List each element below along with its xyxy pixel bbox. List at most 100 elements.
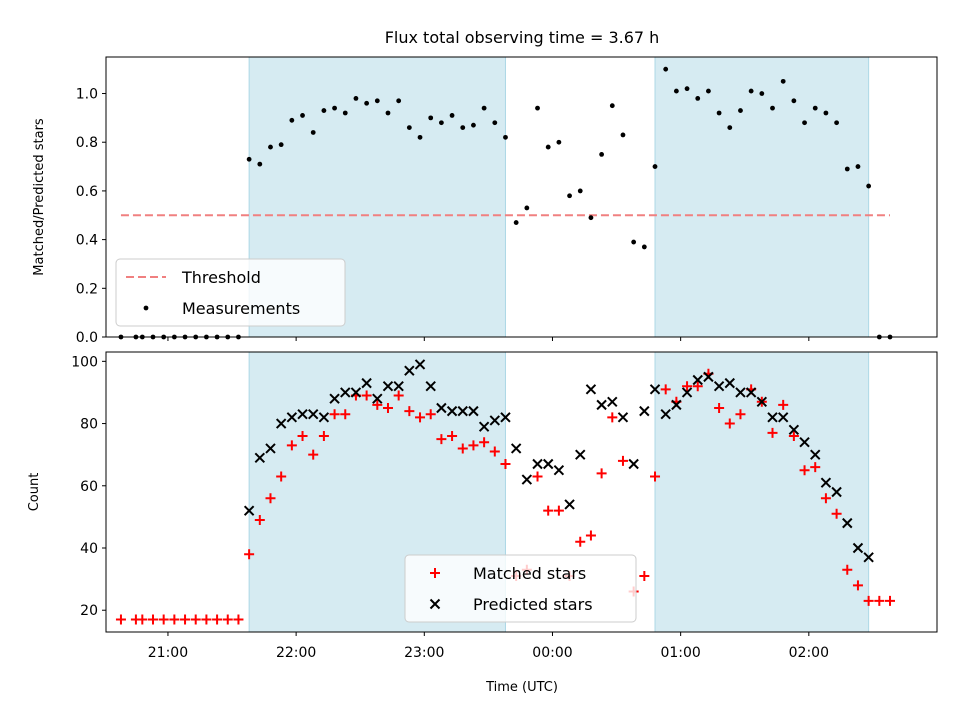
y-axis-label-ratio: Matched/Predicted stars — [32, 118, 47, 276]
data-point — [479, 437, 490, 448]
data-point — [446, 405, 458, 417]
data-point — [599, 151, 605, 157]
data-point — [671, 399, 682, 411]
data-point — [457, 405, 468, 417]
legend-measurements-swatch — [143, 305, 149, 311]
legend-matched-swatch — [430, 568, 440, 578]
data-point — [724, 377, 735, 389]
legend-predicted-label: Predicted stars — [473, 595, 593, 614]
data-point — [361, 390, 372, 401]
data-point — [460, 125, 466, 131]
data-point — [500, 459, 511, 469]
data-point — [300, 113, 305, 118]
y-tick-label: 80 — [80, 417, 98, 433]
series-matched-stars — [115, 368, 896, 625]
y-tick-label: 0.6 — [76, 184, 98, 200]
data-point — [385, 110, 391, 116]
y-axis-label-count: Count — [27, 473, 42, 512]
data-point — [596, 399, 607, 411]
data-point — [585, 530, 596, 541]
data-point — [628, 458, 639, 470]
data-point — [727, 125, 733, 131]
data-point — [852, 580, 863, 591]
y-tick-label: 100 — [71, 354, 98, 370]
data-point — [759, 91, 765, 96]
data-point — [468, 440, 479, 451]
data-point — [780, 78, 786, 84]
data-point — [436, 402, 447, 414]
data-point — [777, 412, 789, 423]
data-point — [492, 120, 498, 126]
data-point — [831, 508, 842, 519]
data-point — [329, 409, 340, 420]
data-point — [692, 381, 703, 392]
data-point — [842, 564, 853, 575]
data-point — [428, 115, 434, 121]
data-point — [738, 108, 743, 113]
data-point — [799, 465, 810, 476]
data-point — [863, 595, 874, 606]
data-point — [673, 88, 679, 94]
data-point — [246, 156, 252, 162]
data-point — [735, 387, 746, 398]
data-point — [684, 86, 690, 92]
data-point — [329, 393, 340, 404]
data-point — [342, 110, 348, 116]
data-point — [318, 412, 330, 423]
data-point — [254, 452, 266, 463]
data-point — [577, 188, 583, 194]
data-point — [286, 440, 297, 451]
data-point — [844, 166, 850, 172]
data-point — [278, 142, 284, 148]
data-point — [244, 549, 255, 560]
data-point — [406, 125, 412, 131]
data-point — [190, 614, 201, 625]
x-tick-label: 01:00 — [660, 645, 700, 661]
data-point — [340, 387, 351, 398]
data-point — [425, 381, 436, 392]
chart-title: Flux total observing time = 3.67 h — [385, 28, 660, 47]
axes-frame — [105, 56, 938, 338]
data-point — [321, 108, 327, 113]
data-point — [404, 406, 415, 417]
data-point — [631, 239, 637, 245]
x-tick-label: 21:00 — [148, 645, 188, 661]
data-point — [489, 415, 501, 426]
data-point — [404, 365, 415, 376]
data-point — [660, 384, 671, 395]
data-point — [681, 387, 693, 398]
data-point — [617, 455, 628, 466]
data-point — [275, 418, 287, 429]
data-point — [500, 412, 511, 423]
data-point — [820, 493, 831, 504]
data-point — [542, 458, 554, 470]
data-point — [396, 98, 402, 104]
data-point — [257, 161, 263, 167]
data-point — [147, 614, 158, 625]
data-point — [513, 220, 519, 225]
data-point — [703, 371, 714, 383]
data-point — [393, 381, 404, 392]
data-point — [799, 437, 810, 448]
data-point — [788, 431, 799, 441]
data-point — [503, 134, 508, 140]
data-point — [393, 390, 404, 401]
data-point — [735, 409, 746, 420]
legend-ratio: Threshold Measurements — [115, 258, 346, 327]
data-point — [415, 412, 426, 423]
data-point — [265, 493, 276, 504]
data-point — [318, 431, 329, 441]
data-point — [585, 384, 597, 395]
legend-count: Matched stars Predicted stars — [404, 554, 637, 623]
data-point — [866, 183, 872, 189]
data-point — [823, 110, 829, 116]
data-point — [276, 471, 287, 482]
data-point — [609, 103, 615, 109]
data-point — [372, 393, 383, 404]
data-point — [222, 614, 233, 625]
x-axis-label: Time (UTC) — [485, 680, 558, 695]
data-point — [115, 614, 126, 625]
legend-measurements-label: Measurements — [182, 299, 300, 318]
data-point — [524, 205, 530, 211]
data-point — [535, 105, 540, 111]
